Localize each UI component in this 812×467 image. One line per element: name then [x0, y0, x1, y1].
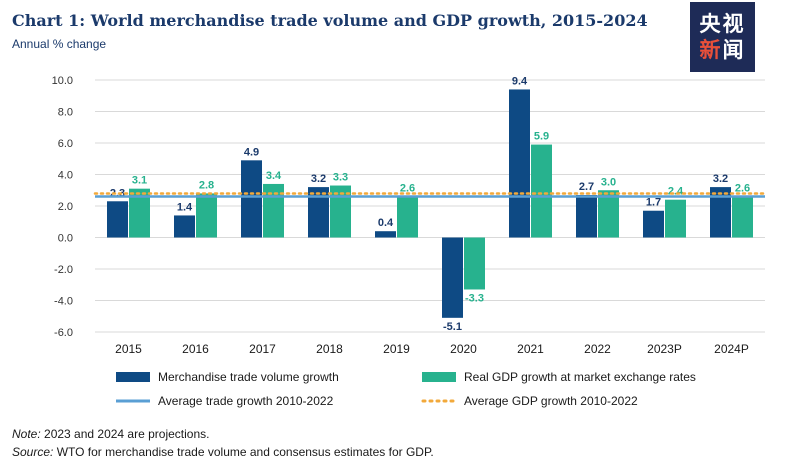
bar-chart: 10.08.06.04.02.00.0-2.0-4.0-6.02.33.1201… [52, 75, 767, 408]
legend-trade-label: Merchandise trade volume growth [158, 370, 339, 384]
x-tick-label: 2021 [517, 342, 544, 356]
trade-bar [241, 160, 262, 238]
x-tick-label: 2017 [249, 342, 276, 356]
x-tick-label: 2020 [450, 342, 477, 356]
trade-data-label: 1.4 [177, 201, 193, 213]
x-tick-label: 2016 [182, 342, 209, 356]
gdp-data-label: -3.3 [465, 292, 484, 304]
legend-trade-swatch [116, 372, 150, 382]
source-text: WTO for merchandise trade volume and con… [53, 445, 434, 459]
trade-data-label: -5.1 [443, 321, 462, 333]
y-tick-label: 4.0 [58, 170, 73, 182]
gdp-data-label: 3.3 [333, 172, 348, 184]
note-label: Note: [12, 427, 41, 441]
y-tick-label: -6.0 [54, 327, 73, 339]
trade-bar [107, 201, 128, 238]
y-tick-label: -2.0 [54, 264, 73, 276]
gdp-data-label: 5.9 [534, 131, 549, 143]
trade-data-label: 2.7 [579, 181, 594, 193]
trade-bar [442, 237, 463, 318]
legend-avg-gdp-label: Average GDP growth 2010-2022 [464, 394, 638, 408]
trade-bar [509, 89, 530, 238]
gdp-data-label: 3.1 [132, 175, 147, 187]
chart-subtitle: Annual % change [12, 37, 107, 51]
gdp-bar [531, 144, 552, 238]
gdp-data-label: 3.0 [601, 176, 616, 188]
gdp-bar [263, 183, 284, 238]
logo-line-2: 新闻 [699, 38, 746, 62]
trade-data-label: 3.2 [713, 173, 728, 185]
gdp-data-label: 2.6 [735, 183, 750, 195]
gdp-bar [732, 196, 753, 238]
source-label: Source: [12, 445, 54, 459]
logo-line-1: 央视 [699, 12, 746, 36]
gdp-data-label: 2.8 [199, 179, 214, 191]
trade-bar [710, 187, 731, 238]
y-tick-label: 8.0 [58, 107, 73, 119]
y-tick-label: 0.0 [58, 233, 73, 245]
trade-data-label: 1.7 [646, 197, 661, 209]
note-line: Note: 2023 and 2024 are projections. [12, 427, 209, 441]
x-tick-label: 2019 [383, 342, 410, 356]
gdp-bar [196, 193, 217, 238]
trade-data-label: 0.4 [378, 217, 394, 229]
chart-title: Chart 1: World merchandise trade volume … [12, 11, 648, 30]
gdp-data-label: 3.4 [266, 170, 282, 182]
gdp-bar [129, 188, 150, 238]
gdp-bar [464, 237, 485, 290]
trade-bar [375, 231, 396, 238]
x-tick-label: 2022 [584, 342, 611, 356]
trade-data-label: 4.9 [244, 146, 259, 158]
gdp-bar [330, 185, 351, 238]
y-tick-label: -4.0 [54, 296, 73, 308]
legend-gdp-swatch [422, 372, 456, 382]
trade-bar [308, 187, 329, 238]
y-tick-label: 6.0 [58, 138, 73, 150]
trade-data-label: 3.2 [311, 173, 326, 185]
trade-bar [643, 210, 664, 238]
note-text: 2023 and 2024 are projections. [40, 427, 210, 441]
gdp-bar [665, 199, 686, 238]
x-tick-label: 2018 [316, 342, 343, 356]
trade-data-label: 9.4 [512, 75, 528, 87]
y-tick-label: 10.0 [52, 75, 73, 87]
trade-bar [174, 215, 195, 238]
gdp-data-label: 2.6 [400, 183, 415, 195]
gdp-bar [598, 190, 619, 238]
trade-bar [576, 194, 597, 238]
x-tick-label: 2023P [647, 342, 682, 356]
x-tick-label: 2015 [115, 342, 142, 356]
cctv-news-logo: 央视 新闻 [690, 2, 755, 72]
legend-gdp-label: Real GDP growth at market exchange rates [464, 370, 696, 384]
gdp-bar [397, 196, 418, 238]
x-tick-label: 2024P [714, 342, 749, 356]
legend-avg-trade-label: Average trade growth 2010-2022 [158, 394, 334, 408]
y-tick-label: 2.0 [58, 201, 73, 213]
source-line: Source: WTO for merchandise trade volume… [12, 445, 434, 459]
